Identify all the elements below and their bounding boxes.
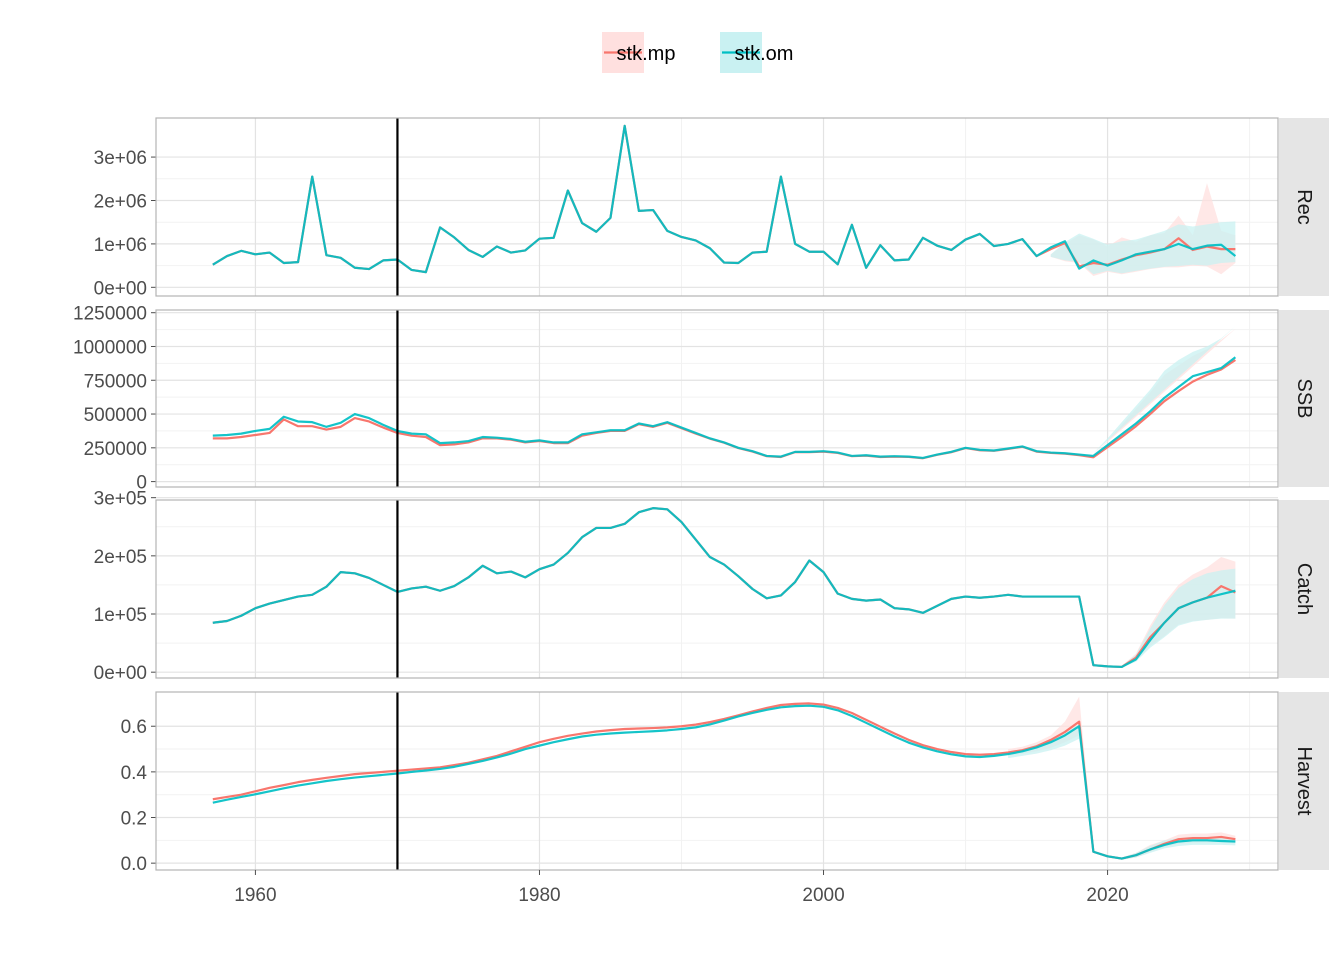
band-stk-om bbox=[1093, 568, 1236, 668]
panel-harvest: 0.0 0.2 0.4 0.6 Harvest bbox=[121, 691, 1329, 875]
series-line-stk-om bbox=[212, 356, 1237, 460]
panel-border bbox=[155, 117, 1279, 297]
y-tick-label: 3e+05 bbox=[94, 489, 147, 510]
y-tick-label: 1250000 bbox=[73, 304, 147, 325]
panel-background bbox=[156, 310, 1278, 487]
y-tick-label: 1e+06 bbox=[94, 235, 147, 256]
y-tick-label: 2e+05 bbox=[94, 547, 147, 568]
legend-label: stk.om bbox=[735, 43, 794, 65]
y-tick-label: 3e+06 bbox=[94, 148, 147, 169]
y-tick-label: 0.4 bbox=[121, 763, 148, 784]
band-stk-mp bbox=[1093, 328, 1236, 455]
legend: stk.mp stk.om bbox=[602, 32, 793, 73]
y-tick-label: 0 bbox=[136, 473, 147, 494]
strip-harvest bbox=[1279, 692, 1329, 870]
y-tick-label: 1000000 bbox=[73, 337, 147, 358]
legend-item-stk-om: stk.om bbox=[720, 32, 793, 73]
x-tick-label: 2020 bbox=[1086, 885, 1128, 906]
y-tick-label: 0.0 bbox=[121, 854, 147, 875]
x-tick-label: 2000 bbox=[802, 885, 844, 906]
y-tick-label: 2e+06 bbox=[94, 191, 147, 212]
panel-border bbox=[155, 309, 1279, 488]
strip-rec bbox=[1279, 118, 1329, 296]
series-line-stk-mp bbox=[212, 702, 1236, 860]
legend-item-stk-mp: stk.mp bbox=[602, 32, 675, 73]
chart-panels: 0e+00 1e+06 2e+06 3e+06 Rec 0 250000 500000 7500… bbox=[73, 117, 1329, 875]
y-tick-label: 750000 bbox=[84, 371, 147, 392]
y-tick-label: 0e+00 bbox=[94, 663, 147, 684]
series-line-stk-om bbox=[212, 124, 1237, 274]
strip-label-ssb: SSB bbox=[1293, 378, 1315, 418]
strip-label-rec: Rec bbox=[1293, 189, 1315, 225]
band-stk-om bbox=[1093, 326, 1236, 454]
strip-label-catch: Catch bbox=[1293, 563, 1315, 615]
y-tick-label: 0.2 bbox=[121, 809, 147, 830]
series-line-stk-om bbox=[212, 507, 1236, 669]
strip-label-harvest: Harvest bbox=[1293, 747, 1315, 816]
legend-label: stk.mp bbox=[617, 43, 676, 65]
strip-ssb bbox=[1279, 310, 1329, 487]
x-axis: 1960 1980 2000 2020 bbox=[234, 870, 1129, 906]
x-tick-label: 1960 bbox=[234, 885, 276, 906]
series-line-stk-om bbox=[212, 704, 1236, 860]
x-tick-label: 1980 bbox=[518, 885, 560, 906]
strip-catch bbox=[1279, 500, 1329, 678]
panel-ssb: 0 250000 500000 750000 1000000 1250000 SSB bbox=[73, 304, 1329, 494]
panel-border bbox=[155, 499, 1279, 679]
panel-catch: 0e+00 1e+05 2e+05 3e+05 Catch bbox=[94, 489, 1329, 684]
panel-border bbox=[155, 691, 1279, 871]
y-tick-label: 0.6 bbox=[121, 717, 147, 738]
y-tick-label: 0e+00 bbox=[94, 278, 147, 299]
y-tick-label: 250000 bbox=[84, 439, 147, 460]
y-tick-label: 1e+05 bbox=[94, 605, 147, 626]
panel-rec: 0e+00 1e+06 2e+06 3e+06 Rec bbox=[94, 117, 1329, 299]
y-tick-label: 500000 bbox=[84, 405, 147, 426]
